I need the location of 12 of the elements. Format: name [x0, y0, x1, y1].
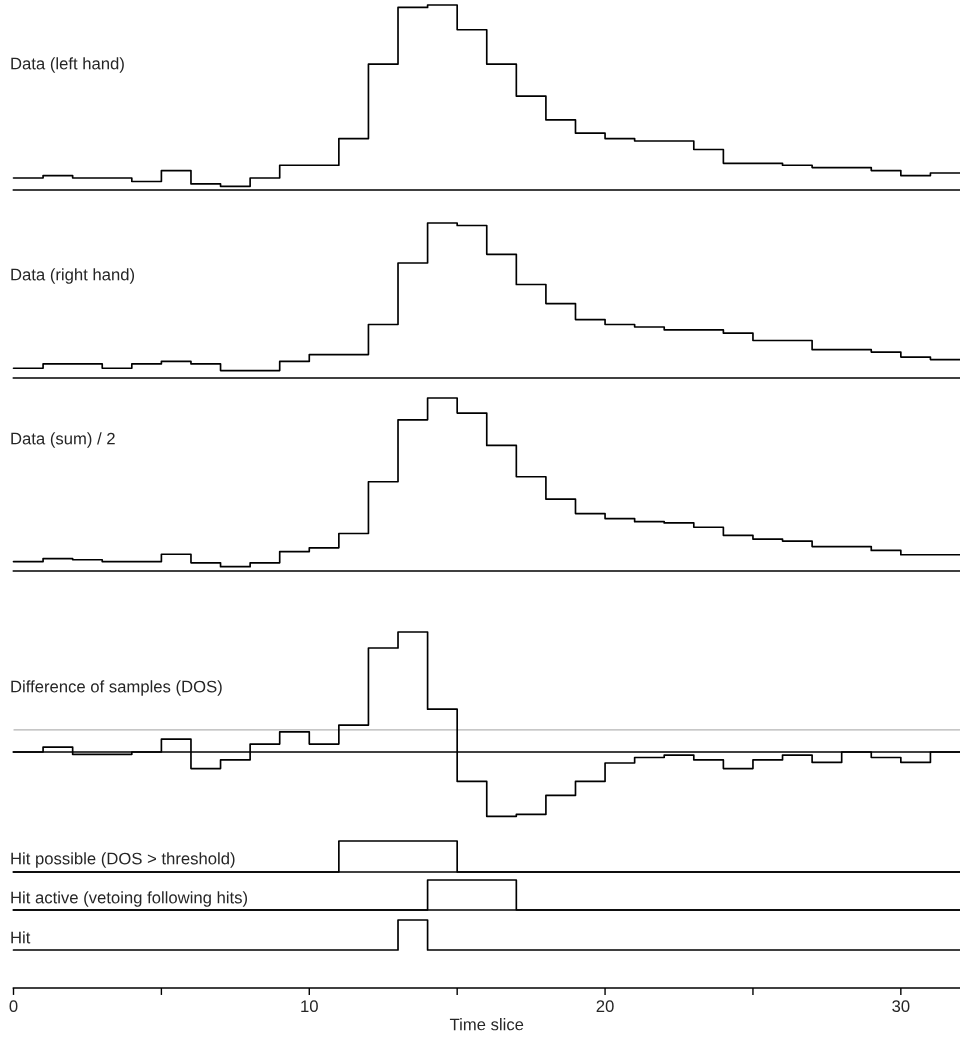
text: Hit active (vetoing following hits)	[11, 891, 248, 907]
x-axis-title: Time slice	[449, 1018, 524, 1031]
text: Data (left hand)	[11, 57, 124, 73]
text: Data (right hand)	[11, 268, 135, 284]
text: Data (sum) / 2	[11, 432, 115, 448]
x-tick-label: 30	[892, 1000, 910, 1013]
x-tick-label: 20	[596, 1000, 614, 1013]
text: Difference of samples (DOS)	[11, 680, 222, 696]
text: Hit possible (DOS > threshold)	[11, 852, 235, 868]
x-tick-label: 0	[9, 1000, 18, 1013]
text: Hit	[11, 931, 31, 944]
x-tick-label: 10	[301, 1000, 318, 1013]
